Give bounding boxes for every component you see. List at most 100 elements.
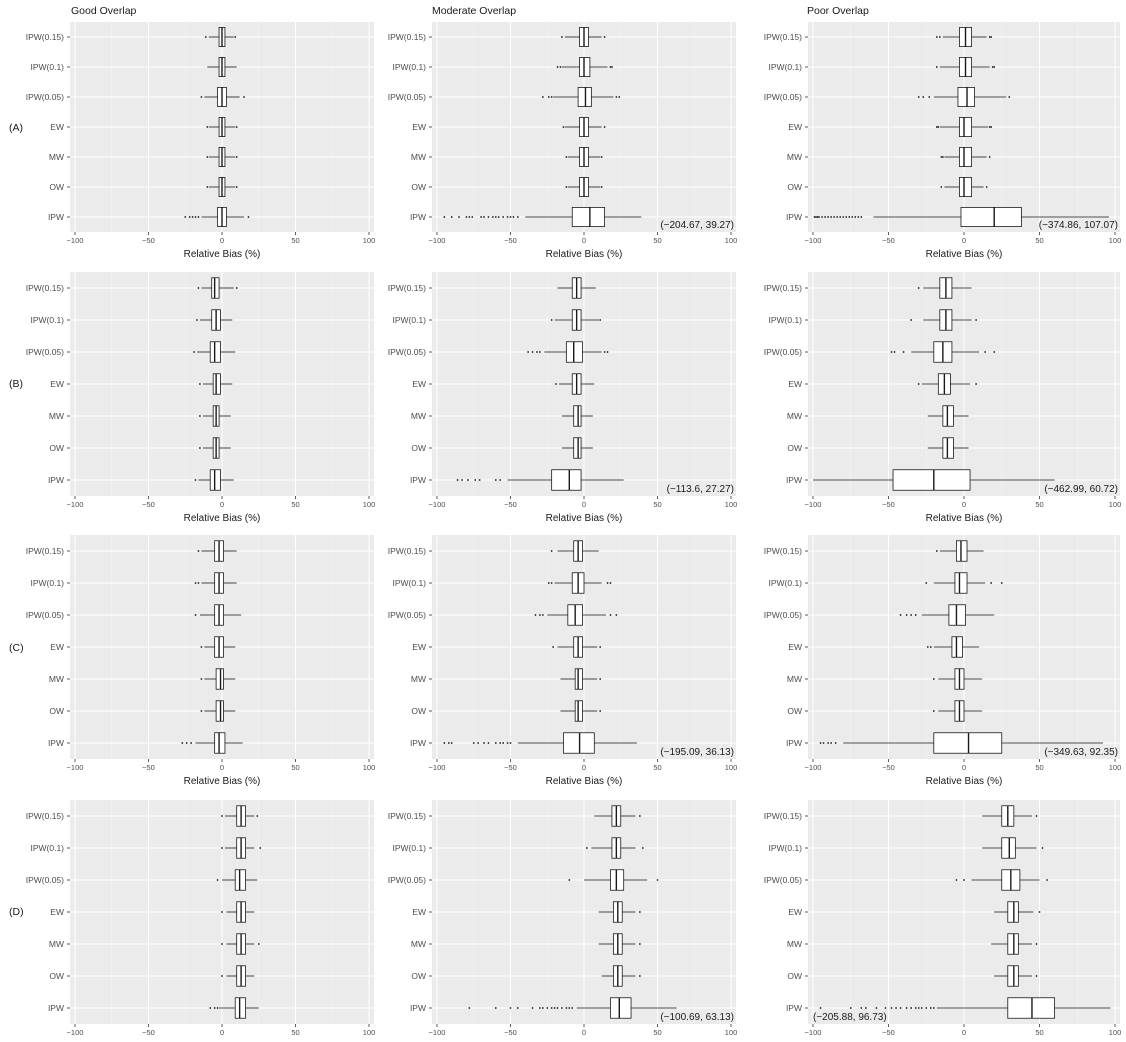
- y-tick-label: OW: [787, 182, 802, 192]
- x-tick-label: 0: [582, 763, 586, 772]
- outlier-point: [468, 1007, 471, 1009]
- box-ipw: [184, 206, 250, 227]
- outlier-point: [555, 383, 557, 385]
- outlier-point: [194, 614, 197, 616]
- box-iqr: [571, 206, 605, 227]
- x-tick-label: −50: [882, 500, 895, 509]
- outlier-point: [988, 156, 991, 158]
- y-tick-label: IPW: [786, 1003, 802, 1013]
- outlier-point: [477, 742, 480, 744]
- outlier-point: [197, 287, 200, 289]
- box-iqr: [574, 700, 583, 722]
- outlier-point: [541, 96, 544, 98]
- y-tick-label: IPW: [410, 738, 426, 748]
- box-iqr: [1007, 901, 1019, 923]
- box-iqr: [579, 57, 591, 78]
- box-iqr: [551, 469, 582, 491]
- outlier-point: [550, 582, 553, 584]
- y-tick-label: IPW(0.15): [26, 283, 64, 293]
- box-ipw-0-15-: [204, 26, 237, 48]
- box-ipw: [181, 732, 243, 754]
- outlier-point: [216, 879, 219, 881]
- outlier-point: [827, 216, 829, 218]
- y-tick-label: IPW(0.15): [388, 546, 426, 556]
- outlier-point: [609, 582, 612, 584]
- outlier-point: [890, 1007, 893, 1009]
- box-iqr: [933, 732, 1003, 754]
- box-ipw: [209, 997, 259, 1019]
- box-iqr: [214, 732, 226, 754]
- outlier-point: [895, 1007, 897, 1009]
- outlier-point: [932, 710, 935, 712]
- x-tick-label: 50: [653, 763, 661, 772]
- outlier-point: [940, 156, 943, 158]
- x-tick-label: −100: [67, 500, 84, 509]
- outlier-point: [975, 383, 977, 385]
- box-ipw-0-1-: [207, 57, 237, 78]
- outlier-point: [200, 710, 203, 712]
- outlier-point: [494, 742, 497, 744]
- y-tick-label: OW: [787, 971, 802, 981]
- y-tick-label: IPW(0.05): [388, 610, 426, 620]
- y-tick-label: OW: [49, 443, 64, 453]
- outlier-point: [902, 351, 905, 353]
- outlier-point: [184, 216, 187, 218]
- box-ow: [206, 176, 238, 197]
- y-tick-label: IPW(0.1): [30, 843, 64, 853]
- y-tick-label: OW: [411, 443, 426, 453]
- y-tick-label: IPW(0.05): [26, 610, 64, 620]
- outlier-point: [571, 1007, 574, 1009]
- outlier-point: [197, 582, 200, 584]
- x-tick-label: −100: [805, 500, 822, 509]
- box-ipw: [813, 469, 1055, 491]
- box-iqr: [234, 997, 246, 1019]
- x-tick-label: 50: [1035, 500, 1043, 509]
- outlier-point: [638, 975, 641, 977]
- outlier-point: [561, 1007, 563, 1009]
- panel-b-1: IPW(0.15) IPW(0.1) IPW(0.05) EW MW OW IPW −100 −…: [26, 272, 375, 524]
- outlier-point: [199, 383, 201, 385]
- x-tick-label: 0: [962, 236, 966, 245]
- outlier-point: [235, 287, 238, 289]
- outlier-point: [638, 911, 641, 913]
- x-tick-label: −50: [142, 1028, 155, 1037]
- outlier-point: [890, 351, 893, 353]
- outlier-point: [875, 1007, 878, 1009]
- x-tick-label: 0: [582, 1028, 586, 1037]
- y-tick-label: MW: [49, 411, 64, 421]
- y-tick-label: IPW: [410, 475, 426, 485]
- column-title-good: Good Overlap: [71, 5, 137, 17]
- outlier-point: [199, 415, 201, 417]
- outlier-point: [845, 216, 848, 218]
- outlier-point: [471, 216, 474, 218]
- panel-a-2: IPW(0.15) IPW(0.1) IPW(0.05) EW MW OW IPW −100 −…: [388, 22, 737, 260]
- box-iqr: [211, 277, 220, 299]
- box-iqr: [954, 572, 968, 594]
- outlier-point: [559, 66, 562, 68]
- y-tick-label: IPW(0.1): [392, 62, 426, 72]
- y-tick-label: EW: [412, 907, 426, 917]
- panel-a-3: IPW(0.15) IPW(0.1) IPW(0.05) EW MW OW IPW −100 −…: [764, 22, 1121, 260]
- box-iqr: [942, 437, 954, 459]
- outlier-point: [864, 1007, 867, 1009]
- y-tick-label: IPW: [410, 1003, 426, 1013]
- outlier-point: [849, 1007, 852, 1009]
- x-tick-label: 50: [653, 236, 661, 245]
- outlier-point: [221, 847, 223, 849]
- outlier-point: [606, 351, 609, 353]
- box-ipw-0-15-: [197, 277, 238, 299]
- box-mw: [940, 146, 991, 167]
- box-ipw-0-05-: [216, 869, 258, 891]
- outlier-point: [830, 742, 833, 744]
- box-ow: [565, 176, 603, 197]
- outlier-point: [905, 614, 908, 616]
- box-ew: [917, 373, 977, 395]
- outlier-point: [562, 126, 565, 128]
- x-axis-label: Relative Bias (%): [184, 513, 261, 524]
- outlier-point: [910, 319, 913, 321]
- outlier-point: [221, 975, 223, 977]
- outlier-point: [914, 1007, 917, 1009]
- range-note: (−374.86, 107.07): [1039, 220, 1118, 231]
- panel-a-1: IPW(0.15) IPW(0.1) IPW(0.05) EW MW OW IPW −100 −…: [26, 22, 375, 260]
- box-iqr: [959, 146, 972, 167]
